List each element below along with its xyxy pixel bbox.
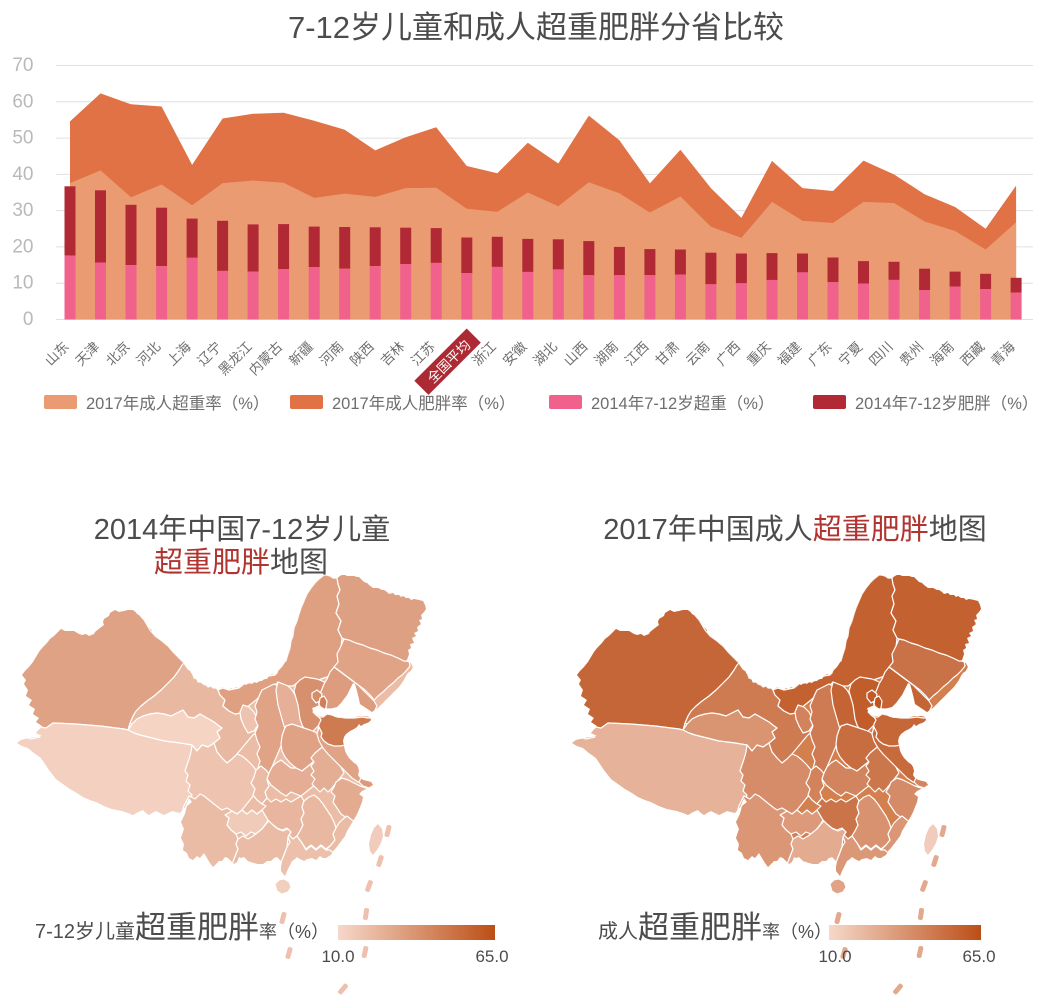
svg-text:2014年7-12岁肥胖（%）: 2014年7-12岁肥胖（%） [855, 394, 1038, 413]
svg-text:2014年7-12岁超重（%）: 2014年7-12岁超重（%） [591, 394, 774, 413]
svg-text:10: 10 [12, 273, 33, 294]
svg-text:65.0: 65.0 [475, 947, 508, 966]
svg-text:7-12岁儿童和成人超重肥胖分省比较: 7-12岁儿童和成人超重肥胖分省比较 [288, 10, 784, 45]
svg-text:0: 0 [23, 309, 34, 330]
svg-text:2017年成人肥胖率（%）: 2017年成人肥胖率（%） [332, 394, 515, 413]
svg-text:10.0: 10.0 [818, 947, 851, 966]
svg-text:50: 50 [12, 128, 33, 149]
svg-text:70: 70 [12, 55, 33, 76]
svg-text:2017年中国成人超重肥胖地图: 2017年中国成人超重肥胖地图 [603, 513, 987, 546]
svg-text:60: 60 [12, 91, 33, 112]
svg-text:30: 30 [12, 200, 33, 221]
svg-text:2014年中国7-12岁儿童: 2014年中国7-12岁儿童 [94, 513, 391, 546]
svg-text:10.0: 10.0 [321, 947, 354, 966]
svg-text:2017年成人超重率（%）: 2017年成人超重率（%） [86, 394, 269, 413]
svg-text:超重肥胖地图: 超重肥胖地图 [154, 546, 328, 579]
svg-text:40: 40 [12, 164, 33, 185]
svg-text:65.0: 65.0 [962, 947, 995, 966]
svg-text:20: 20 [12, 236, 33, 257]
